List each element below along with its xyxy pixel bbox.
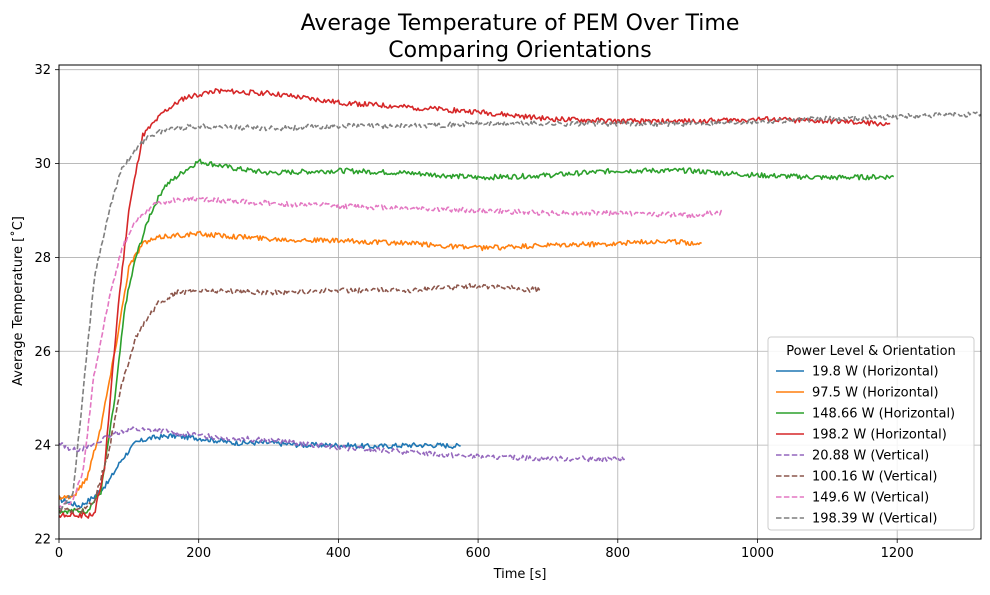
- legend-box: [767, 336, 975, 531]
- legend: Power Level & Orientation 19.8 W (Horizon…: [767, 336, 975, 531]
- legend-entry: 149.6 W (Vertical): [812, 491, 929, 506]
- legend-entry: 19.8 W (Horizontal): [812, 365, 939, 380]
- x-tick-label: 1000: [741, 546, 774, 561]
- series-line: [59, 158, 895, 515]
- x-axis-label: Time [s]: [493, 567, 547, 582]
- x-tick-label: 400: [326, 546, 351, 561]
- legend-entry: 20.88 W (Vertical): [812, 449, 929, 464]
- legend-entry: 148.66 W (Horizontal): [812, 407, 955, 422]
- y-tick-label: 30: [34, 157, 51, 172]
- series-line: [59, 432, 461, 509]
- plot-frame: [58, 64, 982, 540]
- series-line: [59, 230, 702, 501]
- legend-entry: 100.16 W (Vertical): [812, 470, 937, 485]
- legend-entry: 198.2 W (Horizontal): [812, 428, 947, 443]
- x-tick-label: 0: [55, 546, 63, 561]
- x-tick-label: 1200: [881, 546, 914, 561]
- x-tick-label: 800: [605, 546, 630, 561]
- x-tick-label: 600: [466, 546, 491, 561]
- series-line: [59, 111, 981, 510]
- y-tick-label: 22: [34, 533, 51, 548]
- legend-entry: 97.5 W (Horizontal): [812, 386, 939, 401]
- chart-title-line-2: Comparing Orientations: [388, 38, 651, 63]
- y-tick-label: 28: [34, 251, 51, 266]
- x-tick-label: 200: [186, 546, 211, 561]
- legend-title: Power Level & Orientation: [786, 344, 956, 359]
- series-line: [59, 426, 625, 463]
- series-line: [59, 282, 542, 514]
- chart-title-line-1: Average Temperature of PEM Over Time: [301, 11, 740, 36]
- series-line: [59, 195, 724, 509]
- legend-entry: 198.39 W (Vertical): [812, 512, 937, 527]
- y-axis-label: Average Temperature [˚C]: [10, 216, 26, 386]
- axis-ticks: 0 200 400 600 800 1000 1200 22 24 26 28 30 32: [34, 63, 913, 561]
- series-line: [59, 88, 891, 519]
- y-tick-label: 32: [34, 63, 51, 78]
- series-lines: [59, 88, 981, 519]
- y-tick-label: 26: [34, 345, 51, 360]
- y-tick-label: 24: [34, 439, 51, 454]
